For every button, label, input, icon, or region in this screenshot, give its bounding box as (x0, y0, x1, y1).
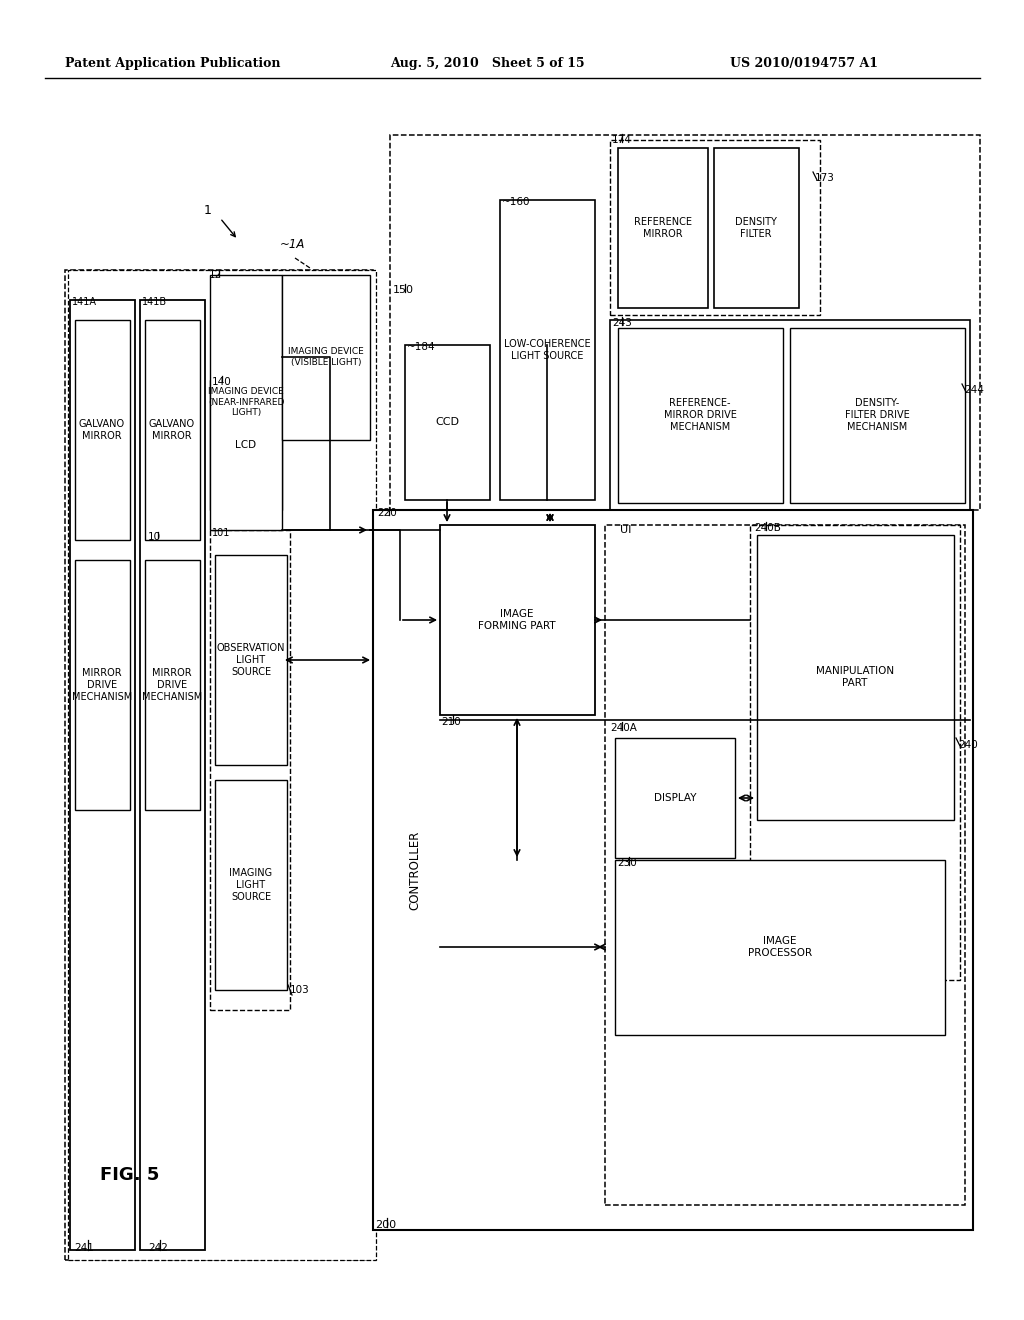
Bar (215, 780, 287, 990)
Text: REFERENCE-
MIRROR DRIVE
MECHANISM: REFERENCE- MIRROR DRIVE MECHANISM (664, 399, 736, 432)
Bar (618, 327, 783, 503)
Bar (145, 319, 200, 540)
Text: LOW-COHERENCE
LIGHT SOURCE: LOW-COHERENCE LIGHT SOURCE (504, 339, 590, 360)
Bar (757, 535, 954, 820)
Bar (790, 327, 965, 503)
Text: Patent Application Publication: Patent Application Publication (65, 57, 281, 70)
Text: 174: 174 (612, 135, 632, 145)
Text: 241: 241 (74, 1243, 94, 1253)
Bar (210, 380, 282, 510)
Text: IMAGING DEVICE
(VISIBLE LIGHT): IMAGING DEVICE (VISIBLE LIGHT) (288, 347, 364, 367)
Text: IMAGING DEVICE
(NEAR-INFRARED
LIGHT): IMAGING DEVICE (NEAR-INFRARED LIGHT) (208, 387, 285, 417)
Bar (750, 525, 961, 979)
Text: 240A: 240A (610, 723, 637, 733)
Text: MANIPULATION
PART: MANIPULATION PART (816, 667, 894, 688)
Text: CCD: CCD (435, 417, 459, 426)
Text: 242: 242 (148, 1243, 168, 1253)
Text: 200: 200 (375, 1220, 396, 1230)
Text: Aug. 5, 2010   Sheet 5 of 15: Aug. 5, 2010 Sheet 5 of 15 (390, 57, 585, 70)
Bar (605, 525, 965, 1205)
Bar (75, 560, 130, 810)
Bar (215, 554, 287, 766)
Bar (75, 319, 130, 540)
Text: GALVANO
MIRROR: GALVANO MIRROR (148, 420, 195, 441)
Text: DENSITY-
FILTER DRIVE
MECHANISM: DENSITY- FILTER DRIVE MECHANISM (845, 399, 909, 432)
Text: 240: 240 (958, 741, 978, 750)
Bar (406, 345, 490, 500)
Text: 141B: 141B (142, 297, 167, 308)
Text: ~160: ~160 (502, 197, 530, 207)
Text: US 2010/0194757 A1: US 2010/0194757 A1 (730, 57, 878, 70)
Text: 230: 230 (617, 858, 637, 869)
Bar (440, 525, 595, 715)
Bar (610, 140, 820, 315)
Text: 210: 210 (441, 717, 461, 727)
Text: MIRROR
DRIVE
MECHANISM: MIRROR DRIVE MECHANISM (72, 668, 132, 702)
Bar (68, 271, 376, 1261)
Text: 141A: 141A (72, 297, 97, 308)
Text: 103: 103 (290, 985, 309, 995)
Text: 244: 244 (964, 385, 984, 395)
Bar (140, 300, 205, 1250)
Text: REFERENCE
MIRROR: REFERENCE MIRROR (634, 218, 692, 239)
Bar (500, 201, 595, 500)
Bar (618, 148, 708, 308)
Text: FIG. 5: FIG. 5 (100, 1166, 160, 1184)
Text: IMAGE
PROCESSOR: IMAGE PROCESSOR (748, 936, 812, 958)
Text: 240B: 240B (754, 523, 781, 533)
Bar (282, 275, 370, 440)
Bar (714, 148, 799, 308)
Text: CONTROLLER: CONTROLLER (409, 830, 422, 909)
Text: LCD: LCD (236, 440, 257, 450)
Text: 220: 220 (377, 508, 396, 517)
Bar (210, 531, 290, 1010)
Text: IMAGE
FORMING PART: IMAGE FORMING PART (478, 610, 556, 631)
Text: 140: 140 (212, 378, 231, 387)
Text: DENSITY
FILTER: DENSITY FILTER (735, 218, 777, 239)
Text: 173: 173 (815, 173, 835, 183)
Text: ~1A: ~1A (280, 239, 305, 252)
Text: 10: 10 (148, 532, 161, 543)
Text: OBSERVATION
LIGHT
SOURCE: OBSERVATION LIGHT SOURCE (217, 643, 286, 677)
Bar (610, 319, 970, 510)
Text: 101: 101 (212, 528, 230, 539)
Bar (373, 510, 973, 1230)
Text: 150: 150 (393, 285, 414, 294)
Bar (70, 300, 135, 1250)
Text: 1: 1 (204, 203, 212, 216)
Bar (390, 135, 980, 510)
Bar (65, 271, 373, 1261)
Text: UI: UI (620, 525, 632, 535)
Text: DISPLAY: DISPLAY (653, 793, 696, 803)
Bar (145, 560, 200, 810)
Text: GALVANO
MIRROR: GALVANO MIRROR (79, 420, 125, 441)
Text: IMAGING
LIGHT
SOURCE: IMAGING LIGHT SOURCE (229, 869, 272, 902)
Bar (615, 861, 945, 1035)
Text: ~184: ~184 (407, 342, 435, 352)
Bar (615, 738, 735, 858)
Text: 243: 243 (612, 318, 632, 327)
Bar (210, 275, 282, 531)
Text: 12: 12 (209, 271, 222, 280)
Text: MIRROR
DRIVE
MECHANISM: MIRROR DRIVE MECHANISM (142, 668, 202, 702)
